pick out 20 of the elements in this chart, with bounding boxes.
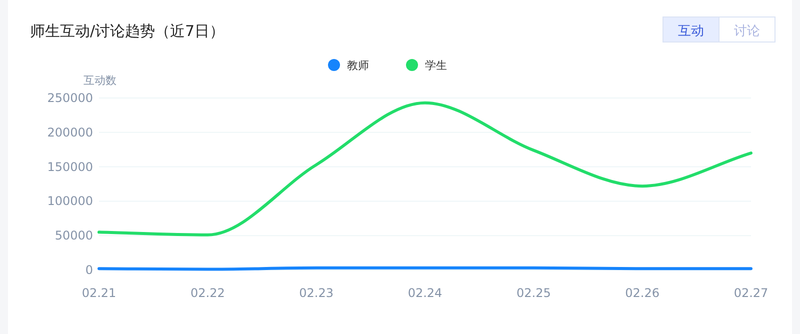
y-tick-label: 100000 — [47, 194, 93, 208]
line-series — [98, 101, 752, 236]
y-tick-label: 250000 — [47, 91, 93, 105]
x-tick-label: 02.26 — [625, 286, 660, 300]
y-tick-label: 50000 — [54, 228, 93, 243]
chart-title: 师生互动/讨论趋势（近7日） — [30, 22, 225, 40]
x-tick-label: 02.24 — [408, 286, 442, 300]
x-tick-label: 02.23 — [299, 286, 334, 300]
legend-label: 教师 — [347, 59, 369, 72]
y-tick-label: 0 — [85, 263, 93, 277]
legend-label: 学生 — [425, 59, 447, 72]
button: 讨论 — [718, 16, 776, 42]
x-tick-label: 02.21 — [82, 286, 116, 300]
x-tick-label: 02.25 — [516, 286, 551, 300]
y-axis-title: 互动数 — [84, 74, 116, 87]
x-tick-label: 02.27 — [734, 286, 768, 300]
y-tick-label: 150000 — [47, 160, 93, 174]
x-tick-label: 02.22 — [190, 286, 225, 300]
y-tick-label: 200000 — [47, 125, 93, 140]
button: 互动 — [662, 16, 720, 42]
